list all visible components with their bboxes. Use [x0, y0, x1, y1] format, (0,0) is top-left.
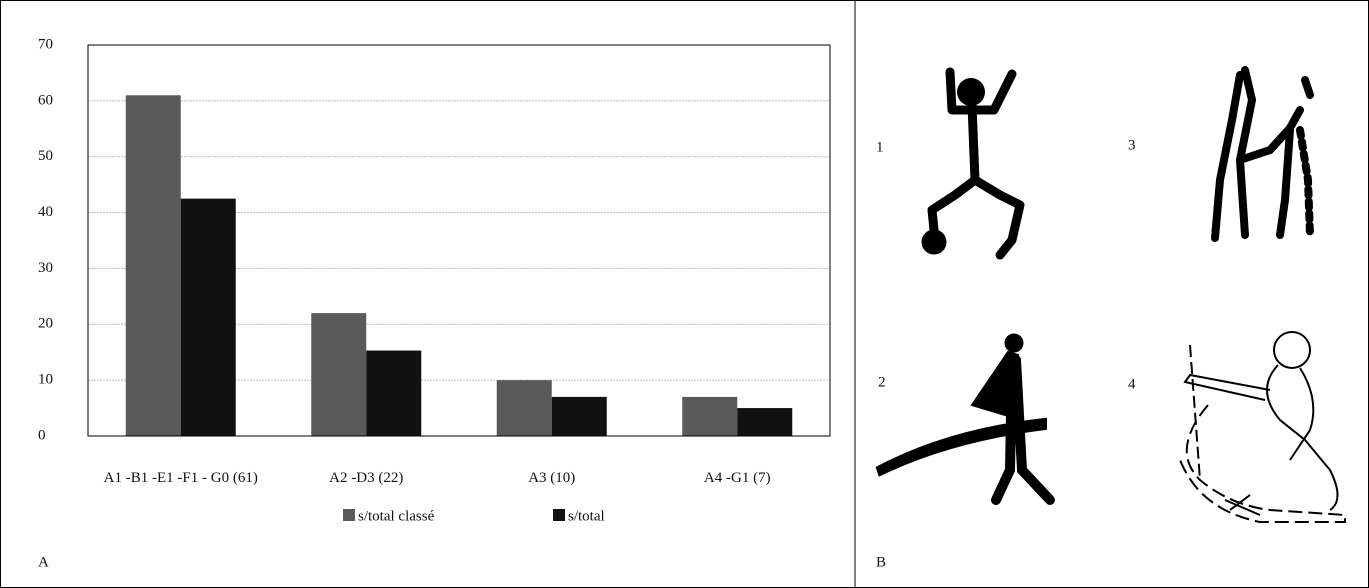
bar: [737, 408, 793, 436]
legend-swatch: [343, 509, 355, 521]
figure-number: 1: [876, 139, 884, 155]
panel-label: B: [876, 554, 886, 570]
y-tick-label: 50: [38, 148, 53, 164]
bar: [682, 396, 738, 436]
figure-number: 4: [1128, 376, 1136, 392]
petroglyph: [1211, 66, 1314, 242]
legend-label: s/total classé: [358, 508, 435, 524]
y-tick-label: 0: [38, 427, 46, 443]
x-tick-label: A1 -B1 -E1 -F1 - G0 (61): [103, 470, 258, 486]
y-tick-label: 20: [38, 316, 53, 332]
bar: [125, 95, 181, 437]
bar: [311, 313, 367, 436]
x-tick-label: A2 -D3 (22): [329, 470, 404, 486]
bar: [496, 380, 552, 436]
bar: [366, 350, 422, 436]
x-tick-label: A3 (10): [528, 470, 576, 486]
figure-number: 3: [1128, 137, 1136, 153]
plot-border: [87, 44, 831, 437]
y-tick-label: 30: [38, 260, 53, 276]
y-tick-label: 10: [38, 372, 53, 388]
x-tick-label: A4 -G1 (7): [703, 470, 771, 486]
petroglyph: [1179, 331, 1346, 523]
bar: [551, 396, 607, 436]
petroglyph: [921, 67, 1025, 260]
bar: [180, 198, 236, 436]
y-tick-label: 60: [38, 92, 53, 108]
panel-label: A: [38, 554, 49, 570]
y-tick-label: 70: [38, 36, 53, 52]
petroglyph: [875, 333, 1055, 505]
y-tick-label: 40: [38, 204, 53, 220]
legend-label: s/total: [568, 508, 605, 524]
legend-swatch: [553, 509, 565, 521]
figure-number: 2: [878, 374, 886, 390]
